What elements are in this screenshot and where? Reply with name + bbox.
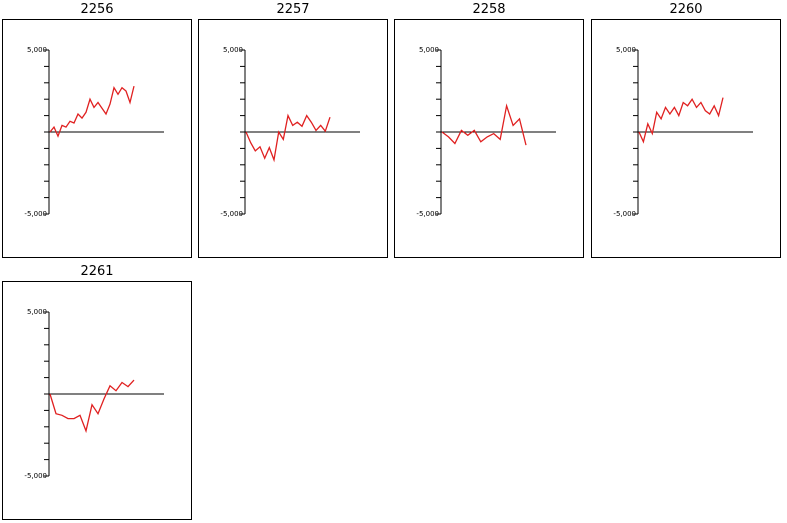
y-tick-label-max: 5,000 (419, 46, 439, 54)
y-tick-label-min: -5,000 (24, 472, 47, 480)
chart-plot: 5,000 -5,000 (24, 46, 164, 218)
chart-title: 2261 (80, 264, 114, 279)
chart-title: 2258 (472, 2, 506, 17)
chart-plot: 5,000 -5,000 (24, 308, 164, 480)
y-tick-label-min: -5,000 (416, 210, 439, 218)
series-line (245, 113, 331, 163)
chart-plot: 5,000 -5,000 (220, 46, 360, 218)
series-line (638, 97, 724, 144)
y-tick-label-min: -5,000 (24, 210, 47, 218)
chart-frame: 5,000 -5,000 (394, 19, 584, 258)
y-tick-label-max: 5,000 (27, 308, 47, 316)
y-tick-label-min: -5,000 (220, 210, 243, 218)
chart-title: 2256 (80, 2, 114, 17)
series-line (49, 379, 135, 434)
chart-title: 2260 (669, 2, 703, 17)
chart-title: 2257 (276, 2, 310, 17)
y-tick-label-min: -5,000 (613, 210, 636, 218)
chart-plot: 5,000 -5,000 (416, 46, 556, 218)
y-tick-label-max: 5,000 (223, 46, 243, 54)
chart-plot: 5,000 -5,000 (613, 46, 753, 218)
y-tick-label-max: 5,000 (616, 46, 636, 54)
chart-frame: 5,000 -5,000 (591, 19, 781, 258)
chart-frame: 5,000 -5,000 (2, 281, 192, 520)
series-line (49, 85, 135, 138)
chart-frame: 5,000 -5,000 (2, 19, 192, 258)
chart-frame: 5,000 -5,000 (198, 19, 388, 258)
y-tick-label-max: 5,000 (27, 46, 47, 54)
series-line (441, 103, 527, 146)
